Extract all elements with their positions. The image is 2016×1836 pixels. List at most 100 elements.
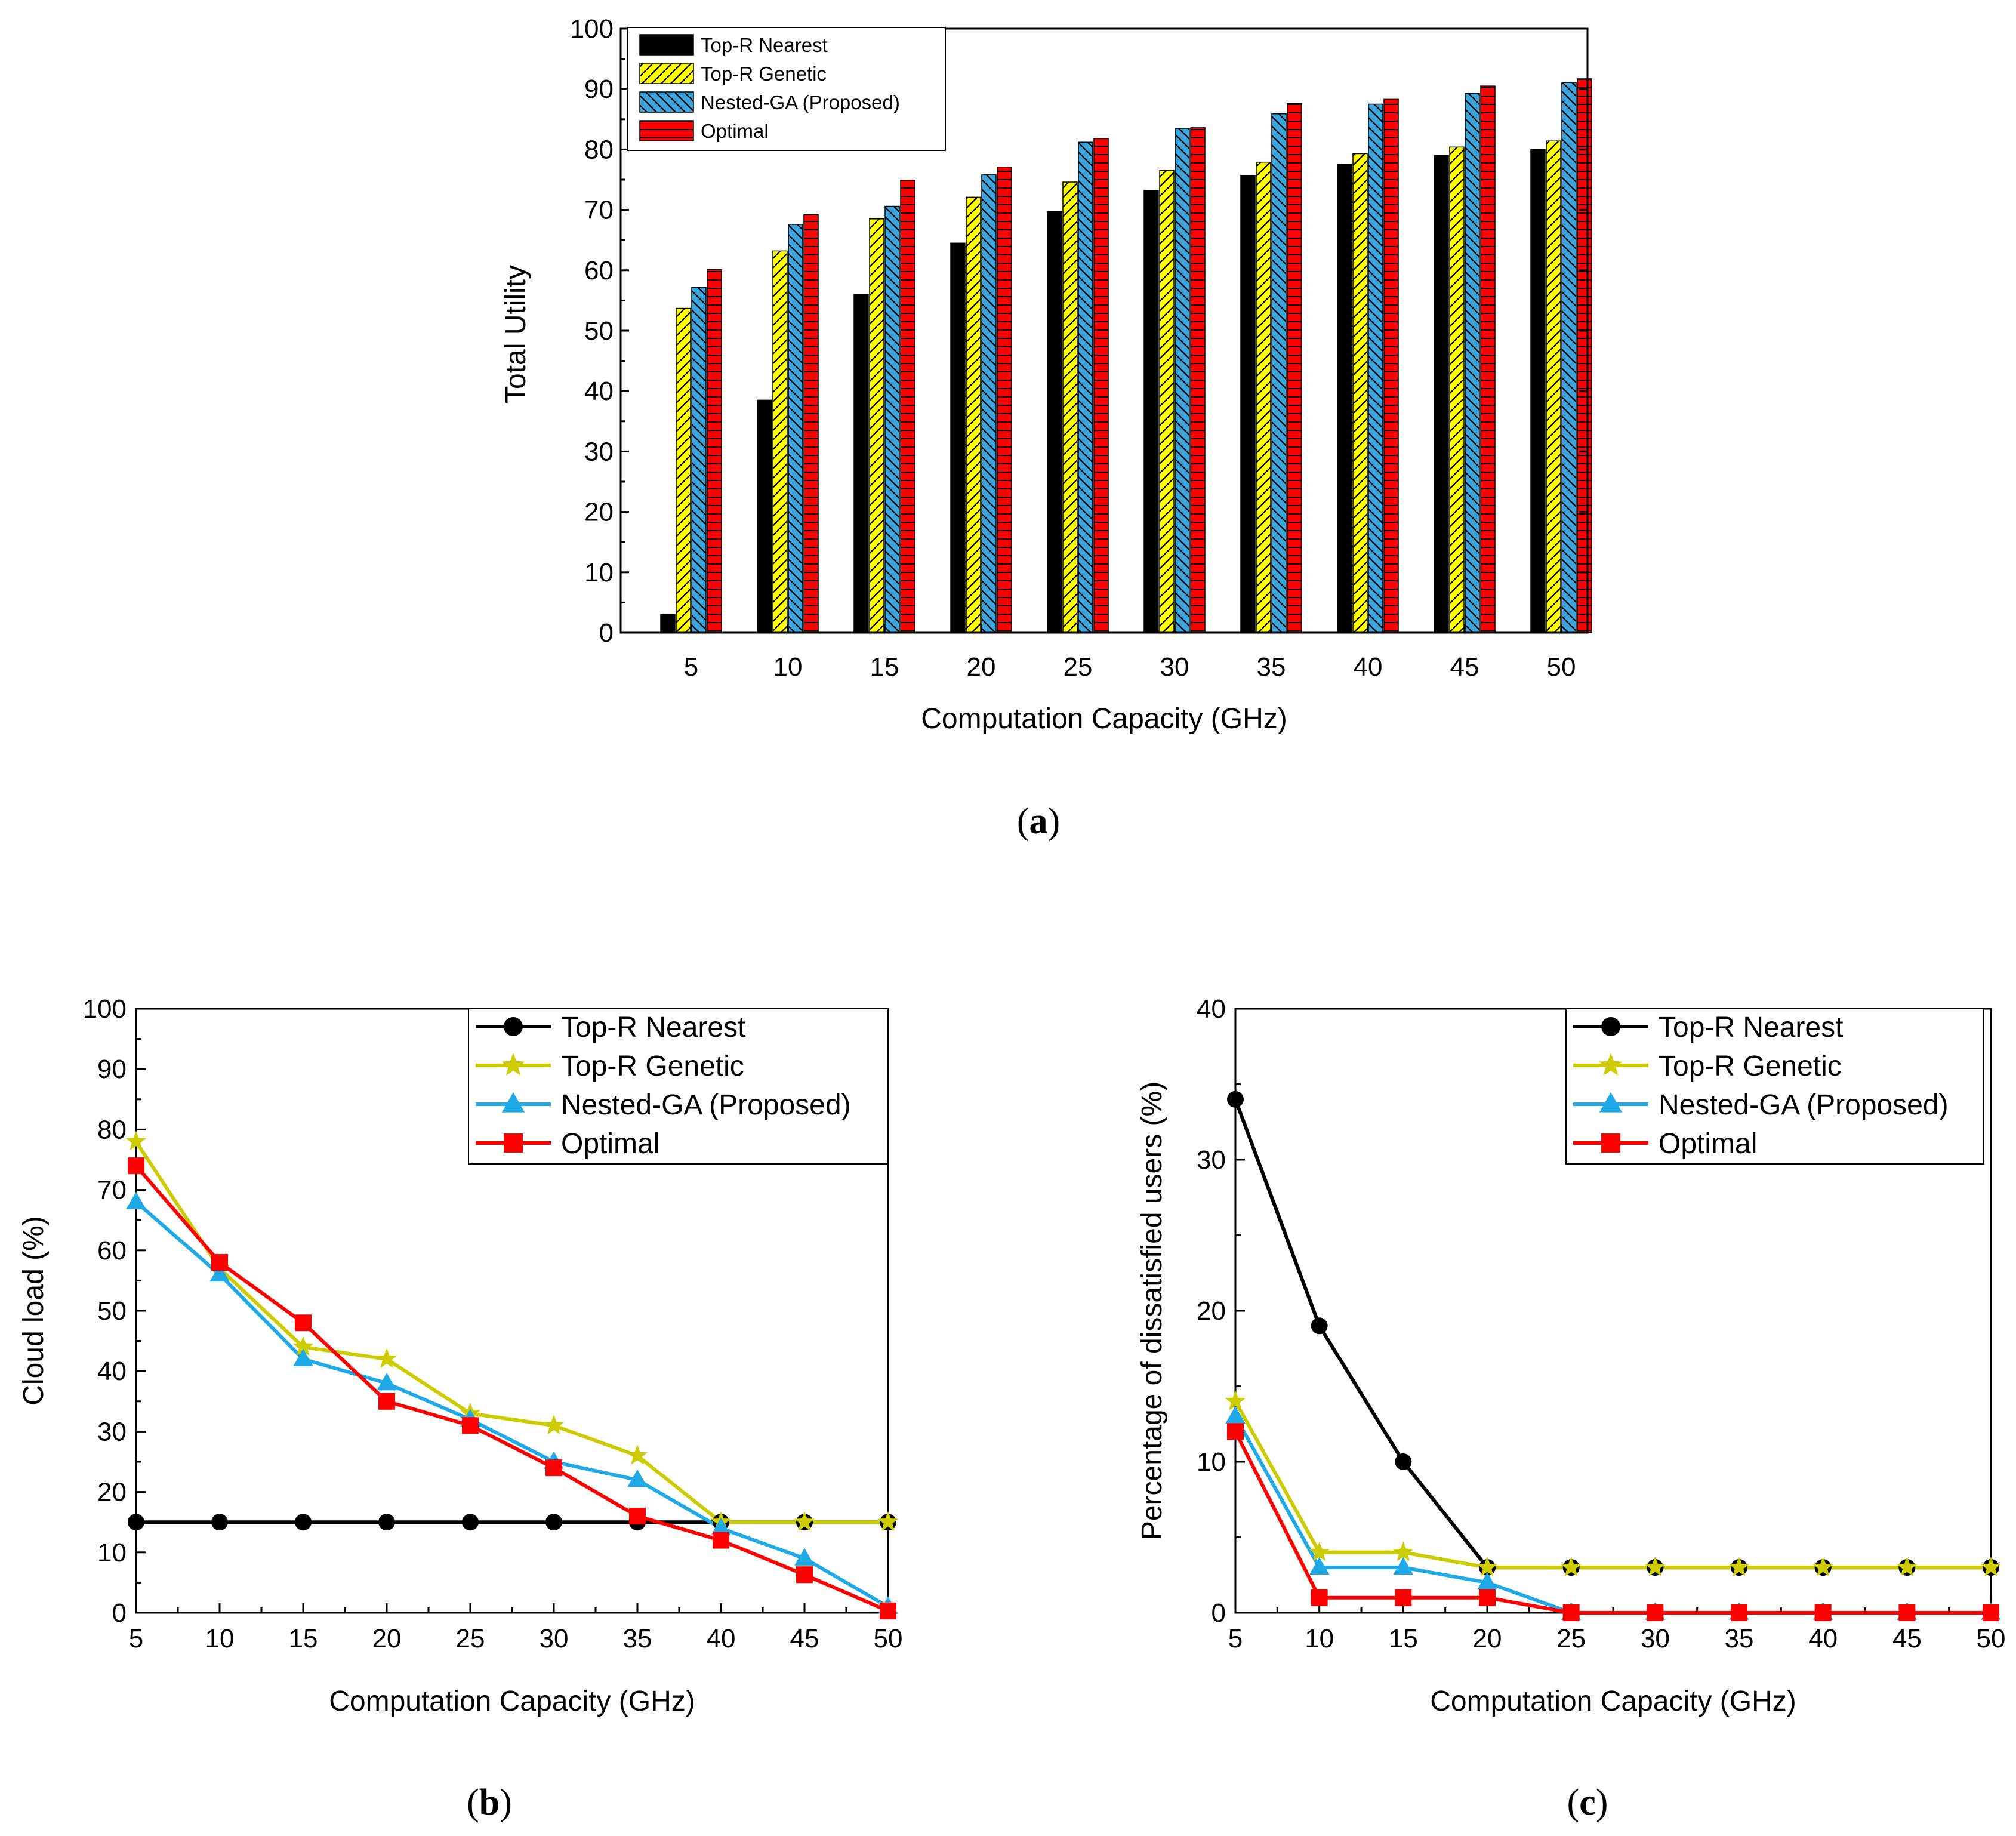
panel-c-legend: Top-R Nearest Top-R Genetic Nested-GA (Pro…	[1565, 1008, 1984, 1165]
bar-top-r-genetic-40	[1352, 153, 1368, 633]
panel-a-ytick-label: 90	[584, 75, 614, 104]
bar-top-r-nearest-35	[1240, 175, 1256, 633]
panel-b-line-optimal	[134, 1165, 889, 1613]
panel-b-point-optimal-15	[295, 1314, 312, 1332]
panel-a-ytick-label: 100	[570, 14, 614, 44]
panel-b-point-optimal-20	[378, 1393, 395, 1410]
panel-c-xtick-label: 25	[1556, 1624, 1586, 1653]
panel-b-point-top-r-genetic-15	[292, 1336, 314, 1356]
panel-a-xtick-label: 40	[1354, 652, 1383, 682]
panel-c-point-top-r-genetic-25	[1561, 1556, 1582, 1576]
panel-b-point-optimal-40	[713, 1532, 729, 1549]
panel-a-xtick-label: 25	[1064, 652, 1093, 682]
panel-b-xtick-label: 50	[874, 1624, 903, 1653]
panel-c-line-optimal	[1234, 1431, 1991, 1615]
panel-c-ytick-label: 10	[1197, 1447, 1226, 1477]
bar-top-r-nearest-40	[1337, 164, 1352, 633]
panel-b-point-nested-ga-proposed-10	[209, 1264, 230, 1282]
bar-nested-ga-proposed-5	[691, 287, 707, 633]
panel-c-point-top-r-genetic-35	[1728, 1556, 1750, 1576]
panel-c-line-nested-ga-proposed	[1234, 1415, 1991, 1615]
panel-b-line-top-r-genetic	[134, 1140, 888, 1524]
panel-b-xtick-label: 35	[623, 1624, 652, 1653]
bar-top-r-nearest-15	[853, 294, 869, 633]
legend-a-label-top-r-nearest: Top-R Nearest	[701, 34, 828, 56]
panel-a-ylabel: Total Utility	[500, 265, 532, 403]
panel-b-point-nested-ga-proposed-15	[293, 1348, 313, 1366]
bar-optimal-30	[1190, 127, 1206, 633]
panel-c-line-chart: 0 10 20 30 40 5 10 15 20 25 30 35 40 45 50 Computation…	[1136, 994, 2005, 1823]
panel-b-xtick-label: 25	[456, 1624, 485, 1653]
panel-c-point-top-r-genetic-15	[1393, 1541, 1414, 1561]
legend-a-swatch-optimal	[639, 120, 694, 141]
bar-nested-ga-proposed-45	[1465, 93, 1480, 633]
panel-b-point-top-r-genetic-45	[794, 1511, 815, 1531]
panel-a-ytick-label: 50	[584, 316, 614, 346]
panel-c-point-top-r-genetic-5	[1225, 1390, 1246, 1410]
bar-top-r-nearest-5	[660, 614, 676, 633]
panel-a-ytick-label: 70	[584, 196, 614, 225]
bar-top-r-genetic-15	[869, 218, 884, 633]
panel-c-point-top-r-nearest-5	[1227, 1090, 1244, 1108]
panel-c-axes: 0 10 20 30 40 5 10 15 20 25 30 35 40 45 50	[1197, 994, 2005, 1653]
panel-c-point-optimal-40	[1814, 1604, 1832, 1621]
panel-c-point-top-r-genetic-50	[1980, 1556, 2002, 1576]
bar-top-r-genetic-35	[1256, 161, 1271, 633]
panel-b-legend-marker-top-r-genetic	[501, 1053, 525, 1076]
panel-c-legend-marker-top-r-genetic	[1599, 1053, 1623, 1076]
bar-optimal-45	[1480, 85, 1496, 633]
panel-c-series	[1225, 1090, 2002, 1621]
panel-c-legend-marker-nested-ga-proposed	[1599, 1092, 1623, 1113]
panel-a-caption: (a)	[1017, 801, 1060, 842]
panel-c-point-optimal-25	[1562, 1604, 1580, 1621]
panel-b-legend-label-optimal: Optimal	[561, 1128, 659, 1160]
panel-c-ytick-label: 40	[1197, 994, 1226, 1024]
panel-c-point-top-r-genetic-10	[1309, 1541, 1330, 1561]
panel-c-point-top-r-nearest-10	[1311, 1317, 1328, 1335]
panel-a-ytick-label: 20	[584, 498, 614, 527]
panel-c-point-optimal-20	[1479, 1589, 1496, 1606]
bar-top-r-nearest-50	[1530, 149, 1546, 633]
panel-b-legend: Top-R Nearest Top-R Genetic Nested-GA (Pro…	[468, 1008, 889, 1165]
panel-c-legend-label-top-r-genetic: Top-R Genetic	[1659, 1051, 1842, 1082]
panel-c-ytick-label: 20	[1197, 1296, 1226, 1326]
panel-b-point-optimal-25	[462, 1417, 479, 1434]
panel-b-ytick-label: 20	[97, 1478, 127, 1507]
panel-b-legend-box	[468, 1008, 889, 1165]
panel-c-xlabel: Computation Capacity (GHz)	[1430, 1686, 1796, 1717]
panel-c-point-optimal-30	[1647, 1604, 1664, 1621]
panel-a-xlabel: Computation Capacity (GHz)	[921, 703, 1287, 735]
panel-c-xtick-label: 15	[1389, 1624, 1418, 1653]
bar-optimal-50	[1577, 78, 1592, 633]
panel-b-ytick-label: 90	[97, 1055, 127, 1084]
panel-b-xtick-label: 45	[790, 1624, 819, 1653]
panel-b-point-nested-ga-proposed-5	[126, 1191, 146, 1209]
panel-c-point-optimal-35	[1731, 1604, 1747, 1621]
panel-b-ytick-label: 30	[97, 1417, 127, 1446]
bar-optimal-10	[803, 214, 819, 633]
panel-b-legend-marker-top-r-nearest	[504, 1017, 523, 1036]
panel-b-point-nested-ga-proposed-20	[377, 1372, 397, 1391]
panel-c-point-optimal-15	[1395, 1589, 1412, 1606]
panel-a-bars	[660, 78, 1592, 633]
legend-a-label-nested-ga-proposed: Nested-GA (Proposed)	[701, 91, 900, 113]
panel-b-point-nested-ga-proposed-45	[794, 1548, 815, 1566]
bar-optimal-40	[1383, 98, 1399, 633]
panel-b-ytick-label: 50	[97, 1296, 127, 1326]
panel-c-point-optimal-50	[1983, 1604, 1999, 1621]
panel-c-legend-marker-top-r-nearest	[1601, 1017, 1620, 1036]
legend-a-swatch-nested-ga-proposed	[639, 91, 694, 113]
panel-b-axes: 0 10 20 30 40 50 60 70 80 90 100 5 10 15 20 25 30 35 40 45 5…	[83, 994, 903, 1653]
panel-b-point-optimal-10	[211, 1254, 228, 1271]
panel-a-ytick-label: 40	[584, 377, 614, 406]
panel-b-point-top-r-genetic-30	[543, 1415, 565, 1434]
panel-c-xtick-label: 35	[1725, 1624, 1754, 1653]
panel-c-point-optimal-45	[1898, 1604, 1916, 1621]
panel-b-ylabel: Cloud load (%)	[18, 1216, 50, 1405]
panel-b-ytick-label: 70	[97, 1176, 127, 1205]
panel-b-point-optimal-45	[796, 1566, 813, 1584]
panel-c-legend-marker-optimal	[1601, 1133, 1620, 1153]
panel-c-xtick-label: 5	[1228, 1624, 1243, 1653]
panel-b-point-nested-ga-proposed-40	[711, 1517, 731, 1536]
